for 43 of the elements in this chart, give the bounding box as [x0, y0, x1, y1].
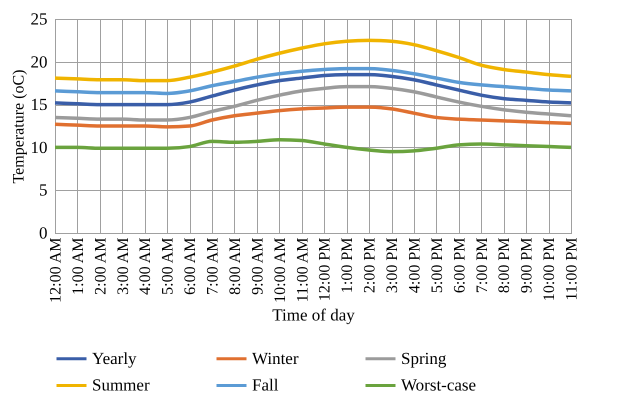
- x-tick-label: 12:00 PM: [316, 238, 334, 302]
- x-tick-label: 1:00 PM: [339, 238, 356, 294]
- x-tick-label: 3:00 AM: [114, 238, 132, 295]
- x-axis-title: Time of day: [272, 306, 356, 325]
- x-tick-label: 10:00 AM: [272, 238, 289, 303]
- x-tick-label: 6:00 PM: [451, 238, 468, 294]
- x-tick-label: 11:00 AM: [294, 238, 312, 302]
- y-tick-label: 20: [30, 52, 48, 72]
- x-tick-label: 7:00 PM: [474, 238, 491, 294]
- x-tick-label: 9:00 AM: [249, 238, 266, 295]
- y-axis-title: Temperature (oC): [10, 70, 28, 184]
- x-tick-label: 8:00 PM: [496, 238, 514, 294]
- x-tick-label: 5:00 AM: [160, 238, 177, 295]
- legend-label: Winter: [252, 348, 299, 368]
- legend-label: Spring: [401, 348, 447, 368]
- legend-label: Yearly: [92, 348, 138, 368]
- legend-label: Fall: [252, 376, 279, 394]
- line-series: [53, 138, 573, 154]
- x-tick-label: 8:00 AM: [226, 238, 244, 295]
- legend-label: Worst-case: [401, 376, 476, 394]
- line-series: [53, 38, 573, 82]
- x-tick-label: 11:00 PM: [564, 238, 580, 300]
- x-tick-label: 2:00 PM: [362, 238, 379, 294]
- y-tick-label: 25: [30, 10, 48, 28]
- y-tick-label: 10: [30, 138, 48, 157]
- line-series: [53, 105, 573, 129]
- x-tick-label: 12:00 AM: [48, 238, 64, 303]
- x-tick-label: 10:00 PM: [541, 238, 558, 302]
- x-tick-label: 4:00 AM: [137, 238, 154, 295]
- x-tick-label: 5:00 PM: [428, 238, 446, 294]
- x-tick-label: 7:00 AM: [204, 238, 222, 295]
- x-tick-label: 6:00 AM: [182, 238, 200, 295]
- x-tick-label: 1:00 AM: [70, 238, 87, 295]
- legend-label: Summer: [92, 376, 150, 394]
- y-tick-label: 0: [39, 224, 48, 242]
- y-tick-label: 15: [30, 95, 48, 114]
- line-series: [53, 72, 573, 106]
- y-tick-label: 5: [39, 180, 48, 200]
- x-tick-label: 9:00 PM: [518, 238, 536, 294]
- x-tick-label: 4:00 PM: [406, 238, 424, 294]
- x-tick-label: 2:00 AM: [92, 238, 110, 295]
- line-series: [53, 66, 573, 96]
- x-tick-label: 3:00 PM: [384, 238, 402, 294]
